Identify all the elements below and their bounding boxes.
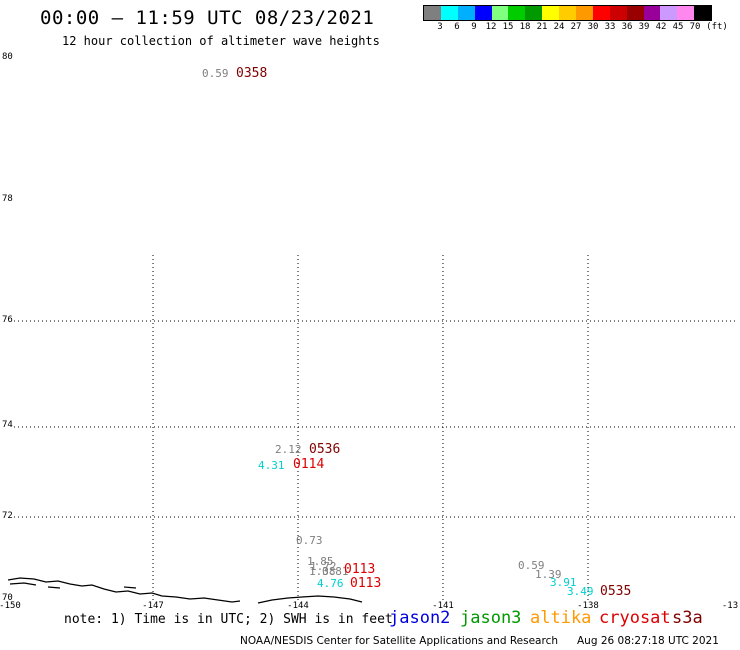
graticule	[14, 255, 736, 600]
legend-jason3: jason3	[460, 608, 522, 628]
color-scale-label: 45	[672, 22, 684, 32]
color-scale-label: 39	[638, 22, 650, 32]
color-scale-label: 18	[519, 22, 531, 32]
swh-value: 1.72	[310, 560, 337, 573]
color-swatch-9	[559, 6, 577, 20]
color-swatch-6	[508, 6, 526, 20]
time-label: 0113	[350, 576, 382, 591]
color-swatch-12	[609, 6, 627, 20]
coastline-path	[7, 577, 241, 603]
credit-text: NOAA/NESDIS Center for Satellite Applica…	[240, 635, 558, 647]
lon-label: -147	[142, 601, 164, 611]
color-scale-label: 70	[689, 22, 701, 32]
swh-value: 4.31	[258, 459, 285, 472]
time-label: 0113	[344, 562, 376, 577]
swh-value: 3.91	[550, 576, 577, 589]
lon-label: -144	[287, 601, 309, 611]
swh-value: 1.39	[535, 568, 562, 581]
color-scale-labels: 3 6 9 12 15 18 21 24 27 30 33 36 39 42 4…	[423, 22, 740, 34]
time-label: 0114	[293, 457, 325, 472]
swh-value: 3.49	[567, 585, 594, 598]
legend-jason2: jason2	[389, 608, 451, 628]
color-swatch-1	[424, 6, 441, 20]
color-swatch-5	[491, 6, 509, 20]
lat-label: 72	[2, 511, 13, 521]
page-subtitle: 12 hour collection of altimeter wave hei…	[62, 34, 380, 48]
color-scale-label: 27	[570, 22, 582, 32]
color-scale-label: 6	[454, 22, 460, 32]
lon-label: -150	[0, 601, 21, 611]
swh-value: 1.85	[307, 555, 334, 568]
color-swatch-4	[474, 6, 492, 20]
color-swatch-8	[542, 6, 560, 20]
color-swatch-16	[677, 6, 695, 20]
lon-label: -141	[432, 601, 454, 611]
color-scale-label: 36	[621, 22, 633, 32]
coastline	[7, 577, 363, 604]
color-swatch-14	[643, 6, 661, 20]
swh-value: 0.73	[296, 534, 323, 547]
color-scale-label: 12	[485, 22, 497, 32]
lat-label: 74	[2, 420, 13, 430]
lon-label: -138	[577, 601, 599, 611]
coastline-path	[257, 595, 363, 604]
legend-altika: altika	[530, 608, 592, 628]
page-title: 00:00 – 11:59 UTC 08/23/2021	[40, 7, 375, 29]
color-scale-label: 3	[437, 22, 443, 32]
color-scale-label: 21	[536, 22, 548, 32]
swh-value: 0.59	[518, 559, 545, 572]
legend-s3a: s3a	[672, 608, 703, 628]
color-scale-bar	[423, 5, 713, 21]
swh-value: 0.59	[202, 67, 229, 80]
time-label: 0535	[600, 584, 632, 599]
coastline-path	[9, 582, 37, 586]
swh-value: 1.38	[309, 565, 336, 578]
lat-label: 70	[2, 593, 13, 603]
coastline-path	[123, 586, 137, 589]
lat-label: 80	[2, 52, 13, 62]
lat-label: 76	[2, 315, 13, 325]
time-label: 0358	[236, 66, 268, 81]
legend-cryosat: cryosat	[599, 608, 671, 628]
color-scale-label: 15	[502, 22, 514, 32]
color-swatch-3	[457, 6, 475, 20]
color-scale-label: (ft)	[706, 22, 728, 32]
color-swatch-17	[694, 6, 712, 20]
footer-note: note: 1) Time is in UTC; 2) SWH is in fe…	[64, 612, 393, 627]
color-scale-label: 9	[471, 22, 477, 32]
color-swatch-7	[525, 6, 543, 20]
color-swatch-13	[626, 6, 644, 20]
coastline-path	[47, 586, 61, 589]
color-scale-label: 42	[655, 22, 667, 32]
color-swatch-2	[440, 6, 458, 20]
color-scale-label: 33	[604, 22, 616, 32]
swh-value: 4.76	[317, 577, 344, 590]
lon-label: -13	[721, 601, 739, 611]
color-scale-label: 30	[587, 22, 599, 32]
swh-value: 0.81	[322, 565, 349, 578]
lat-label: 78	[2, 194, 13, 204]
color-swatch-11	[592, 6, 610, 20]
generated-timestamp: Aug 26 08:27:18 UTC 2021	[577, 635, 719, 647]
color-scale-label: 24	[553, 22, 565, 32]
time-label: 0536	[309, 442, 341, 457]
color-swatch-10	[576, 6, 593, 20]
swh-value: 2.12	[275, 443, 302, 456]
color-swatch-15	[660, 6, 678, 20]
